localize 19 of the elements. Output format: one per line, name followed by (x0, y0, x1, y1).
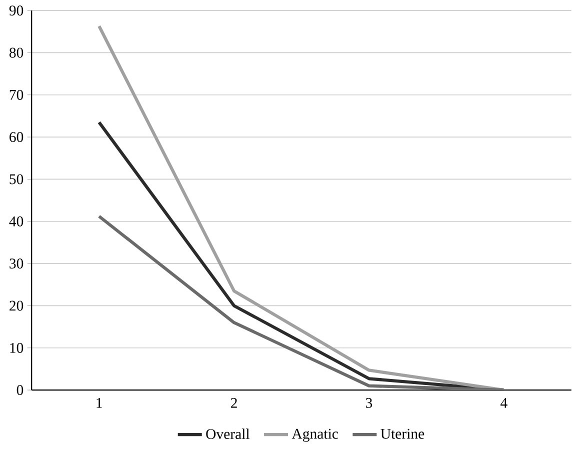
x-tick-label: 2 (230, 398, 237, 408)
y-tick-label: 70 (10, 90, 24, 100)
line-series (98, 24, 506, 390)
line-series (98, 214, 506, 390)
y-tick-label: 40 (9, 216, 24, 226)
y-tick-label: 90 (9, 5, 24, 16)
y-tick-label: 50 (10, 174, 24, 184)
legend-label: Uterine (380, 428, 424, 439)
legend-label: Overall (206, 428, 250, 439)
y-tick-label: 60 (10, 132, 24, 142)
x-tick-label: 1 (96, 398, 102, 408)
y-tick-label: 20 (10, 300, 24, 311)
legend-label: Agnatic (292, 428, 338, 442)
x-tick-label: 3 (366, 398, 372, 408)
y-tick-label: 0 (16, 384, 24, 395)
y-tick-label: 30 (10, 258, 24, 268)
x-tick-label: 4 (500, 398, 508, 408)
y-tick-label: 10 (10, 342, 24, 353)
y-tick-label: 80 (9, 48, 24, 58)
